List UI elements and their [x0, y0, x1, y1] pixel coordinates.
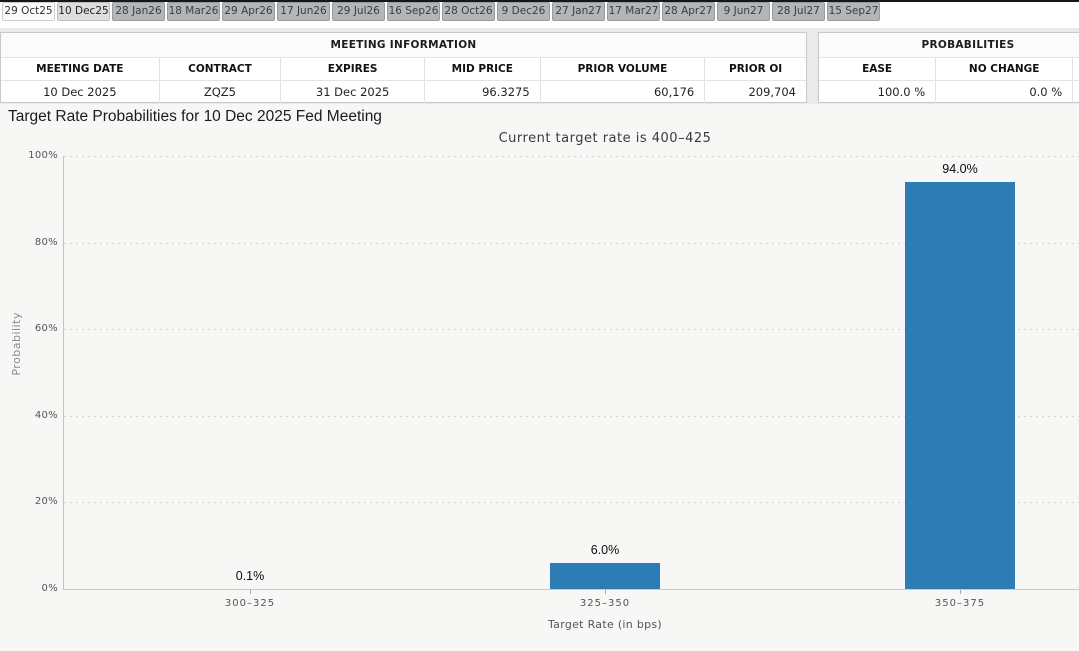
y-tick-80%: 80% [34, 236, 58, 248]
meeting-information-value-row: 10 Dec 2025 ZQZ5 31 Dec 2025 96.3275 60,176 2… [1, 81, 806, 103]
gridline-100% [64, 156, 1079, 157]
meeting-value-4: 96.3275 [423, 81, 540, 103]
x-tickmark-350-375 [960, 590, 961, 594]
tab-10-dec25[interactable]: 10 Dec25 [57, 2, 110, 21]
probabilities-value-row: 100.0 % 0.0 % [819, 81, 1079, 103]
probabilities-title: PROBABILITIES [819, 33, 1079, 58]
x-tick-350-375: 350–375 [934, 598, 986, 609]
x-axis-label: Target Rate (in bps) [547, 618, 663, 631]
chart-subtitle: Current target rate is 400–425 [498, 131, 712, 146]
tab-17-jun26[interactable]: 17 Jun26 [277, 2, 330, 21]
tab-15-sep27[interactable]: 15 Sep27 [827, 2, 880, 21]
bar-value-325-350: 6.0% [590, 543, 620, 558]
tab-28-oct26[interactable]: 28 Oct26 [442, 2, 495, 21]
meeting-value-5: 60,176 [539, 81, 705, 103]
meeting-value-6: 209,704 [704, 81, 806, 103]
probability-bar-325-350 [550, 563, 660, 589]
y-tick-40%: 40% [34, 409, 58, 421]
tab-9-jun27[interactable]: 9 Jun27 [717, 2, 770, 21]
x-tickmark-325-350 [605, 590, 606, 594]
tab-28-jul27[interactable]: 28 Jul27 [772, 2, 825, 21]
gridline-20% [64, 502, 1079, 504]
probabilities-value-2: 0.0 % [935, 81, 1072, 103]
tab-27-jan27[interactable]: 27 Jan27 [552, 2, 605, 21]
x-axis-line [63, 589, 1079, 590]
meeting-information-header-row: MEETING DATE CONTRACT EXPIRES MID PRICE PRIO… [1, 58, 806, 81]
y-tick-20%: 20% [34, 496, 58, 508]
y-axis-label: Probability [10, 312, 23, 376]
meeting-col-header-5: PRIOR VOLUME [539, 58, 705, 80]
y-tick-60%: 60% [34, 323, 58, 335]
probabilities-value-1: 100.0 % [877, 85, 926, 99]
meeting-information-title: MEETING INFORMATION [1, 33, 806, 58]
bar-value-350-375: 94.0% [942, 161, 978, 176]
tab-29-jul26[interactable]: 29 Jul26 [332, 2, 385, 21]
y-tick-0%: 0% [41, 583, 58, 594]
meeting-information-table: MEETING INFORMATION MEETING DATE CONTRACT… [0, 32, 807, 103]
info-tables-band: MEETING INFORMATION MEETING DATE CONTRACT… [0, 28, 1079, 104]
x-tick-300-325: 300–325 [224, 598, 276, 609]
y-tick-100%: 100% [28, 150, 58, 161]
gridline-80% [64, 242, 1079, 244]
y-axis-line [63, 156, 64, 589]
probabilities-col-header-1: EASE [862, 63, 893, 75]
tab-28-apr27[interactable]: 28 Apr27 [662, 2, 715, 21]
probability-bar-chart: Target Rate Probabilities for 10 Dec 202… [0, 104, 1079, 651]
probabilities-header-row: EASE NO CHANGE [819, 58, 1079, 81]
meeting-date-tabs: 29 Oct25 10 Dec25 28 Jan26 18 Mar26 29 Apr26… [0, 2, 1079, 28]
gridline-60% [64, 329, 1079, 331]
probability-bar-350-375 [905, 181, 1015, 589]
gridline-40% [64, 415, 1079, 417]
probabilities-value-3 [1072, 81, 1079, 103]
tab-28-jan26[interactable]: 28 Jan26 [112, 2, 165, 21]
tab-17-mar27[interactable]: 17 Mar27 [607, 2, 660, 21]
probabilities-table: PROBABILITIES EASE NO CHANGE 100.0 % 0.0 % [818, 32, 1079, 103]
meeting-value-3: 31 Dec 2025 [280, 81, 424, 103]
chart-title: Target Rate Probabilities for 10 Dec 202… [8, 108, 382, 125]
probabilities-col-header-2: NO CHANGE [935, 58, 1072, 80]
probabilities-col-header-3 [1072, 58, 1079, 80]
tab-18-mar26[interactable]: 18 Mar26 [167, 2, 220, 21]
x-tickmark-300-325 [250, 590, 251, 594]
meeting-value-1: 10 Dec 2025 [43, 85, 117, 99]
tab-29-apr26[interactable]: 29 Apr26 [222, 2, 275, 21]
meeting-col-header-6: PRIOR OI [704, 58, 806, 80]
tab-9-dec26[interactable]: 9 Dec26 [497, 2, 550, 21]
bar-value-300-325: 0.1% [235, 568, 265, 583]
meeting-value-2: ZQZ5 [158, 81, 281, 103]
tab-16-sep26[interactable]: 16 Sep26 [387, 2, 440, 21]
meeting-col-header-4: MID PRICE [423, 58, 540, 80]
meeting-col-header-2: CONTRACT [158, 58, 281, 80]
meeting-col-header-1: MEETING DATE [36, 63, 124, 75]
top-border [0, 0, 1079, 2]
meeting-col-header-3: EXPIRES [280, 58, 424, 80]
x-tick-325-350: 325–350 [579, 598, 631, 609]
tab-29-oct25[interactable]: 29 Oct25 [2, 2, 55, 21]
